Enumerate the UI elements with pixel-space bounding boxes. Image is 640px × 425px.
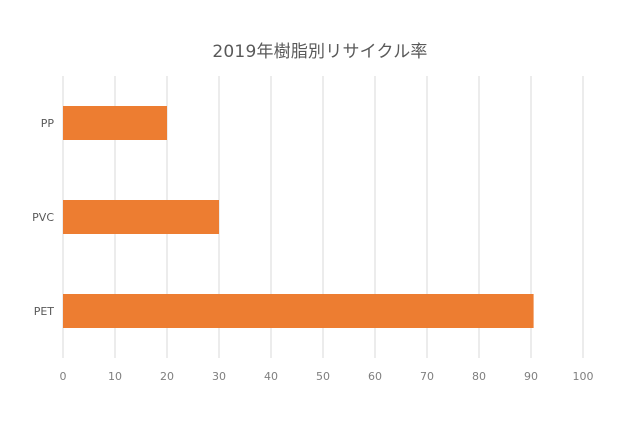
bars (63, 106, 534, 328)
x-tick-label: 90 (524, 370, 538, 383)
x-tick-label: 80 (472, 370, 486, 383)
y-category-label: PET (34, 305, 55, 318)
x-tick-label: 40 (264, 370, 278, 383)
y-category-label: PVC (32, 211, 54, 224)
x-tick-label: 10 (108, 370, 122, 383)
x-tick-label: 20 (160, 370, 174, 383)
chart-title: 2019年樹脂別リサイクル率 (212, 42, 428, 62)
x-tick-label: 0 (60, 370, 67, 383)
x-axis-ticks: 0 10 20 30 40 50 60 70 80 90 100 (60, 370, 594, 383)
x-tick-label: 100 (573, 370, 594, 383)
x-tick-label: 70 (420, 370, 434, 383)
x-tick-label: 60 (368, 370, 382, 383)
bar-pvc (63, 200, 219, 234)
x-tick-label: 30 (212, 370, 226, 383)
bar-pet (63, 294, 534, 328)
y-category-label: PP (41, 117, 55, 130)
x-tick-label: 50 (316, 370, 330, 383)
y-axis-categories: PP PVC PET (32, 117, 54, 318)
bar-pp (63, 106, 167, 140)
